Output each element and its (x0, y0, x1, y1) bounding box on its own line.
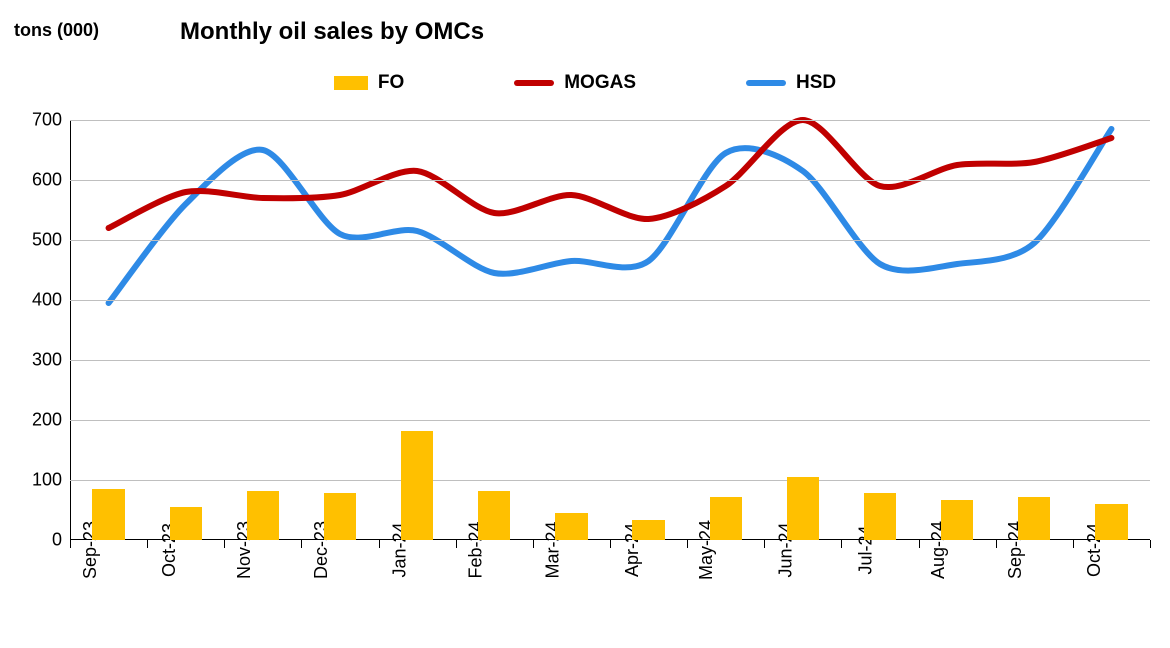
gridline (70, 120, 1150, 121)
chart-title: Monthly oil sales by OMCs (180, 18, 484, 46)
y-tick-label: 500 (32, 230, 70, 251)
legend-label-fo: FO (378, 72, 404, 94)
y-tick-label: 400 (32, 290, 70, 311)
x-tick-label: Sep-23 (80, 540, 138, 571)
gridline (70, 240, 1150, 241)
gridline (70, 180, 1150, 181)
legend-item-fo: FO (334, 72, 404, 94)
x-tick-mark (610, 540, 611, 548)
x-tick-label: May-24 (696, 540, 756, 571)
bar-fo (864, 493, 896, 540)
x-tick-label: Jun-24 (775, 540, 830, 571)
x-tick-mark (1073, 540, 1074, 548)
bar-fo (632, 520, 664, 540)
bar-fo (401, 431, 433, 540)
legend-swatch-fo (334, 76, 368, 90)
x-tick-label: Feb-24 (466, 540, 523, 571)
gridline (70, 360, 1150, 361)
x-tick-mark (147, 540, 148, 548)
y-tick-label: 300 (32, 350, 70, 371)
bar-fo (324, 493, 356, 540)
x-tick-label: Jul-24 (855, 540, 904, 571)
bar-fo (941, 500, 973, 540)
legend-label-mogas: MOGAS (564, 72, 636, 94)
x-tick-mark (379, 540, 380, 548)
x-tick-mark (1150, 540, 1151, 548)
x-tick-mark (841, 540, 842, 548)
gridline (70, 420, 1150, 421)
y-tick-label: 0 (52, 530, 70, 551)
x-tick-mark (687, 540, 688, 548)
legend-item-hsd: HSD (746, 72, 836, 94)
legend: FO MOGAS HSD (0, 72, 1170, 94)
legend-swatch-mogas (514, 80, 554, 86)
line-hsd (109, 129, 1112, 303)
y-tick-label: 100 (32, 470, 70, 491)
y-tick-label: 600 (32, 170, 70, 191)
x-tick-label: Sep-24 (1005, 540, 1063, 571)
legend-swatch-hsd (746, 80, 786, 86)
x-tick-label: Apr-24 (622, 540, 676, 571)
gridline (70, 480, 1150, 481)
y-axis-title: tons (000) (14, 20, 99, 41)
x-tick-label: Aug-24 (928, 540, 986, 571)
bar-fo (710, 497, 742, 540)
x-tick-label: Nov-23 (234, 540, 292, 571)
x-tick-label: Mar-24 (543, 540, 600, 571)
x-tick-label: Dec-23 (311, 540, 369, 571)
x-tick-label: Oct-24 (1084, 540, 1138, 571)
x-tick-mark (919, 540, 920, 548)
x-tick-label: Jan-24 (390, 540, 445, 571)
bar-fo (787, 477, 819, 540)
legend-label-hsd: HSD (796, 72, 836, 94)
x-tick-mark (301, 540, 302, 548)
x-tick-mark (70, 540, 71, 548)
x-tick-label: Oct-23 (159, 540, 213, 571)
x-tick-mark (224, 540, 225, 548)
x-tick-mark (456, 540, 457, 548)
chart-container: tons (000) Monthly oil sales by OMCs FO … (0, 0, 1170, 648)
gridline (70, 300, 1150, 301)
bar-fo (247, 491, 279, 540)
line-series-layer (70, 120, 1150, 540)
bar-fo (555, 513, 587, 540)
y-tick-label: 200 (32, 410, 70, 431)
bar-fo (1018, 497, 1050, 540)
bar-fo (170, 507, 202, 540)
bar-fo (92, 489, 124, 540)
plot-area: 0100200300400500600700Sep-23Oct-23Nov-23… (70, 120, 1150, 540)
line-mogas (109, 120, 1112, 228)
x-tick-mark (764, 540, 765, 548)
legend-item-mogas: MOGAS (514, 72, 636, 94)
bar-fo (478, 491, 510, 540)
y-tick-label: 700 (32, 110, 70, 131)
x-tick-mark (533, 540, 534, 548)
x-tick-mark (996, 540, 997, 548)
bar-fo (1095, 504, 1127, 540)
